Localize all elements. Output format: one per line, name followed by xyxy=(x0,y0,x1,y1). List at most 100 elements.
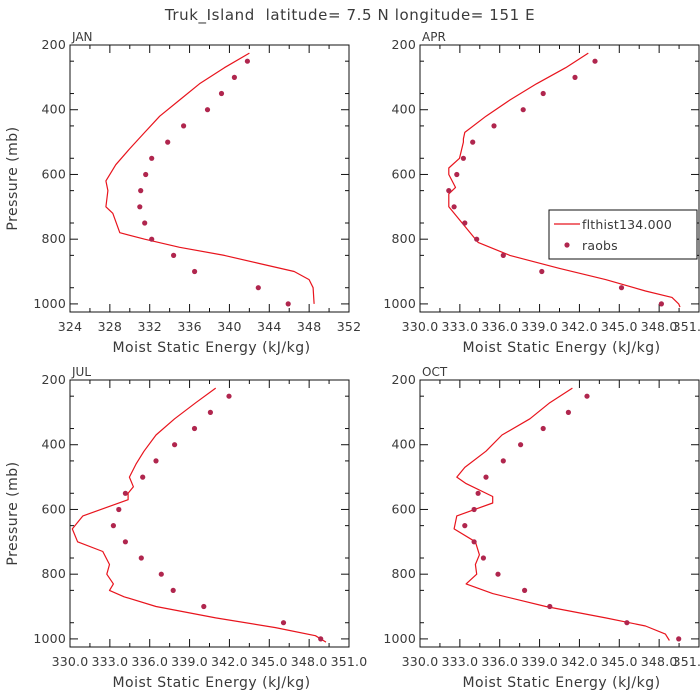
x-tick-label: 339.0 xyxy=(521,654,558,669)
legend: flthist134.000 raobs xyxy=(548,209,698,260)
x-tick-label: 339.0 xyxy=(521,319,558,334)
raobs-point xyxy=(462,523,468,529)
raobs-point xyxy=(280,620,287,626)
raobs-point xyxy=(226,393,232,399)
x-tick-label: 345.0 xyxy=(251,654,288,669)
raobs-point xyxy=(142,220,148,226)
y-axis-label: Pressure (mb) xyxy=(5,126,21,230)
x-tick-label: 351.0 xyxy=(673,319,700,334)
x-tick-label: 352 xyxy=(337,319,361,334)
raobs-point xyxy=(471,539,477,545)
y-tick-label: 800 xyxy=(42,231,66,246)
legend-label: flthist134.000 xyxy=(582,217,672,232)
y-tick-label: 400 xyxy=(42,437,66,452)
x-tick-label: 351.0 xyxy=(331,654,368,669)
raobs-point xyxy=(451,204,457,210)
y-tick-label: 800 xyxy=(392,566,416,581)
x-tick-label: 333.0 xyxy=(91,654,128,669)
raobs-point xyxy=(231,74,237,80)
raobs-point xyxy=(165,139,171,145)
raobs-point xyxy=(500,252,506,258)
y-tick-label: 400 xyxy=(392,437,416,452)
raobs-point xyxy=(480,555,486,561)
raobs-point xyxy=(110,523,116,529)
x-tick-label: 336 xyxy=(177,319,201,334)
x-tick-label: 339.0 xyxy=(171,654,208,669)
raobs-point xyxy=(491,123,497,129)
raobs-point xyxy=(204,107,211,113)
x-tick-label: 336.0 xyxy=(131,654,168,669)
raobs-point xyxy=(572,74,578,80)
raobs-point xyxy=(285,301,291,307)
x-tick-label: 345.0 xyxy=(601,654,638,669)
y-tick-label: 800 xyxy=(42,566,66,581)
y-tick-label: 200 xyxy=(42,372,66,387)
raobs-point xyxy=(149,236,155,242)
y-tick-label: 200 xyxy=(392,372,416,387)
raobs-point xyxy=(137,204,143,210)
y-tick-label: 1000 xyxy=(33,631,66,646)
raobs-point xyxy=(218,90,225,97)
raobs-point xyxy=(122,490,128,496)
raobs-point xyxy=(539,268,545,275)
panels: JAN 200 400 600 800 1000 324 328 332 336 340 344 348… xyxy=(5,30,700,691)
x-axis-label: Moist Static Energy (kJ/kg) xyxy=(112,675,310,691)
raobs-point xyxy=(149,155,155,161)
raobs-point xyxy=(244,58,250,64)
raobs-point xyxy=(565,409,572,415)
raobs-point xyxy=(138,555,144,561)
raobs-point xyxy=(500,458,506,464)
x-tick-label: 345.0 xyxy=(601,319,638,334)
raobs-point xyxy=(116,506,122,513)
x-tick-label: 348.0 xyxy=(641,319,678,334)
series-line-flthist134.000 xyxy=(71,387,327,643)
raobs-point xyxy=(172,442,178,448)
panel-label: APR xyxy=(422,30,446,44)
raobs-point xyxy=(618,285,625,291)
x-tick-label: 333.0 xyxy=(441,654,478,669)
raobs-point xyxy=(460,155,466,161)
legend-label: raobs xyxy=(582,238,618,253)
x-tick-label: 336.0 xyxy=(481,319,518,334)
raobs-point xyxy=(518,442,524,448)
raobs-point xyxy=(318,636,324,642)
raobs-point xyxy=(520,107,526,113)
x-tick-label: 342.0 xyxy=(211,654,248,669)
raobs-point xyxy=(592,58,598,64)
series-line-flthist134.000 xyxy=(448,52,681,308)
series-line-flthist134.000 xyxy=(105,52,315,304)
x-tick-label: 344 xyxy=(257,319,281,334)
y-axis-label: Pressure (mb) xyxy=(5,461,21,565)
legend-marker-swatch xyxy=(564,242,570,248)
y-tick-label: 600 xyxy=(42,166,66,181)
raobs-point xyxy=(470,139,476,145)
raobs-point xyxy=(181,123,187,129)
raobs-point xyxy=(207,409,213,415)
raobs-point xyxy=(475,490,481,496)
raobs-point xyxy=(140,474,146,480)
raobs-point xyxy=(658,301,665,307)
raobs-point xyxy=(474,236,480,242)
raobs-point xyxy=(495,571,501,577)
y-tick-label: 800 xyxy=(392,231,416,246)
y-tick-label: 400 xyxy=(392,102,416,117)
raobs-point xyxy=(547,603,553,610)
raobs-point xyxy=(191,425,198,432)
x-axis-label: Moist Static Energy (kJ/kg) xyxy=(462,340,660,356)
raobs-point xyxy=(462,220,468,226)
x-tick-label: 330.0 xyxy=(52,654,89,669)
raobs-point xyxy=(624,620,630,626)
plot-frame xyxy=(69,379,350,648)
y-tick-label: 1000 xyxy=(33,296,66,311)
raobs-point xyxy=(158,571,164,577)
x-tick-label: 330.0 xyxy=(402,654,439,669)
y-tick-label: 400 xyxy=(42,102,66,117)
x-tick-label: 324 xyxy=(58,319,82,334)
raobs-point xyxy=(483,474,489,480)
raobs-point xyxy=(255,285,261,291)
plot-frame xyxy=(69,44,350,313)
y-tick-label: 600 xyxy=(42,501,66,516)
x-tick-label: 351.0 xyxy=(673,654,700,669)
